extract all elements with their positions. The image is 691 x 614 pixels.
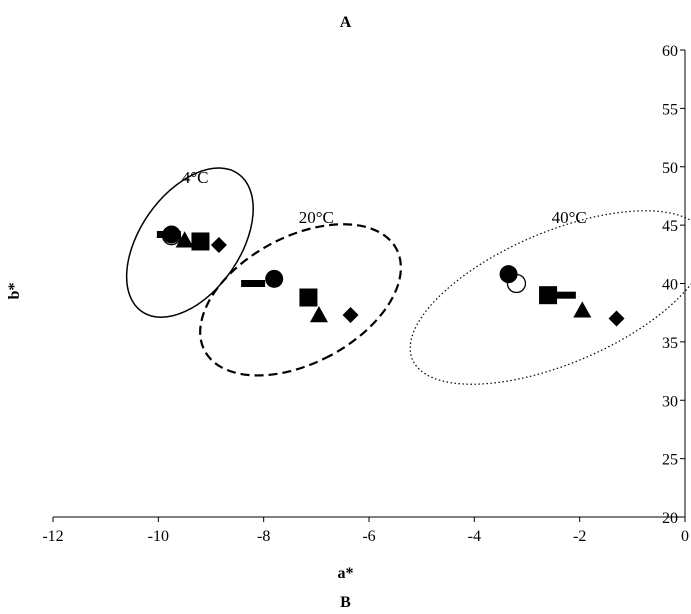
x-tick-label: -8 [257,528,270,545]
group-ellipse [199,223,402,377]
data-point-square [299,288,318,307]
y-tick-label: 50 [662,160,678,177]
data-point-diamond [342,307,359,324]
group-label: 40°C [552,208,587,227]
data-point-triangle [309,306,328,323]
x-axis-label: a* [337,565,354,582]
group-ellipse [125,167,254,318]
data-point-dash [241,280,266,287]
y-tick-label: 20 [662,510,678,527]
y-tick-label: 35 [662,335,678,352]
y-tick-label: 45 [662,218,678,235]
group-ellipse [409,210,691,385]
data-point-diamond [210,236,227,253]
data-point-dash [551,291,576,299]
x-tick-label: -4 [468,528,481,545]
chart-title: A [339,14,352,31]
y-tick-label: 30 [662,393,678,410]
y-tick-label: 25 [662,452,678,469]
next-panel-label: B [340,594,351,611]
x-tick-label: -6 [362,528,375,545]
data-point-circle [499,265,518,284]
x-tick-label: 0 [681,528,689,545]
y-tick-label: 55 [662,101,678,118]
group-label: 20°C [299,208,334,227]
data-point-triangle [175,231,194,248]
data-point-triangle [573,301,592,318]
x-tick-label: -10 [148,528,169,545]
y-tick-label: 60 [662,43,678,60]
data-point-diamond [608,310,625,327]
y-tick-label: 40 [662,277,678,294]
data-point-circle [265,269,284,288]
x-tick-label: -12 [42,528,63,545]
data-point-square [539,286,558,305]
x-tick-label: -2 [573,528,586,545]
data-point-circle [162,225,181,244]
group-label: 4°C [182,168,209,187]
data-point-square [191,232,210,251]
